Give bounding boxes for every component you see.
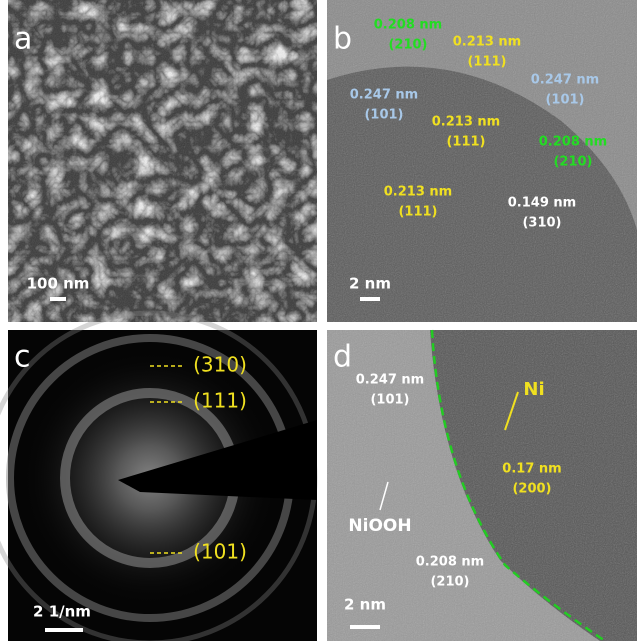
- d-spacing: 0.247 nm: [531, 73, 599, 88]
- miller-index: (101): [370, 393, 409, 408]
- miller-index: (210): [388, 38, 427, 53]
- miller-index: (210): [553, 155, 592, 170]
- miller-index: (111): [467, 55, 506, 70]
- shell-label: NiOOH: [348, 516, 411, 536]
- scale-bar-label: 2 nm: [349, 275, 391, 293]
- scale-bar-label: 2 nm: [344, 596, 386, 614]
- panel-label: c: [14, 340, 31, 375]
- figure: a 100 nm b 2 nm c 2 1/nm d 2 nm 0.208 nm (210) 0.2…: [0, 0, 637, 641]
- ring-label: (111): [193, 389, 247, 413]
- miller-index: (310): [522, 216, 561, 231]
- miller-index: (111): [398, 205, 437, 220]
- d-spacing: 0.208 nm: [374, 18, 442, 33]
- d-spacing: 0.208 nm: [539, 135, 607, 150]
- panel-label: b: [333, 22, 352, 57]
- d-spacing: 0.213 nm: [453, 35, 521, 50]
- scale-bar-label: 100 nm: [27, 275, 90, 293]
- panel-label: d: [333, 340, 352, 375]
- d-spacing: 0.213 nm: [384, 185, 452, 200]
- d-spacing: 0.213 nm: [432, 115, 500, 130]
- scale-bar-label: 2 1/nm: [33, 603, 91, 621]
- d-spacing: 0.247 nm: [350, 88, 418, 103]
- miller-index: (101): [545, 93, 584, 108]
- panel-c: [0, 313, 317, 641]
- d-spacing: 0.149 nm: [508, 196, 576, 211]
- panel-label: a: [14, 22, 32, 57]
- miller-index: (111): [446, 135, 485, 150]
- ring-label: (310): [193, 353, 247, 377]
- d-spacing: 0.17 nm: [502, 462, 561, 477]
- miller-index: (200): [512, 482, 551, 497]
- miller-index: (210): [430, 575, 469, 590]
- miller-index: (101): [364, 108, 403, 123]
- d-spacing: 0.247 nm: [356, 373, 424, 388]
- ring-label: (101): [193, 540, 247, 564]
- phase-label: Ni: [523, 379, 544, 400]
- d-spacing: 0.208 nm: [416, 555, 484, 570]
